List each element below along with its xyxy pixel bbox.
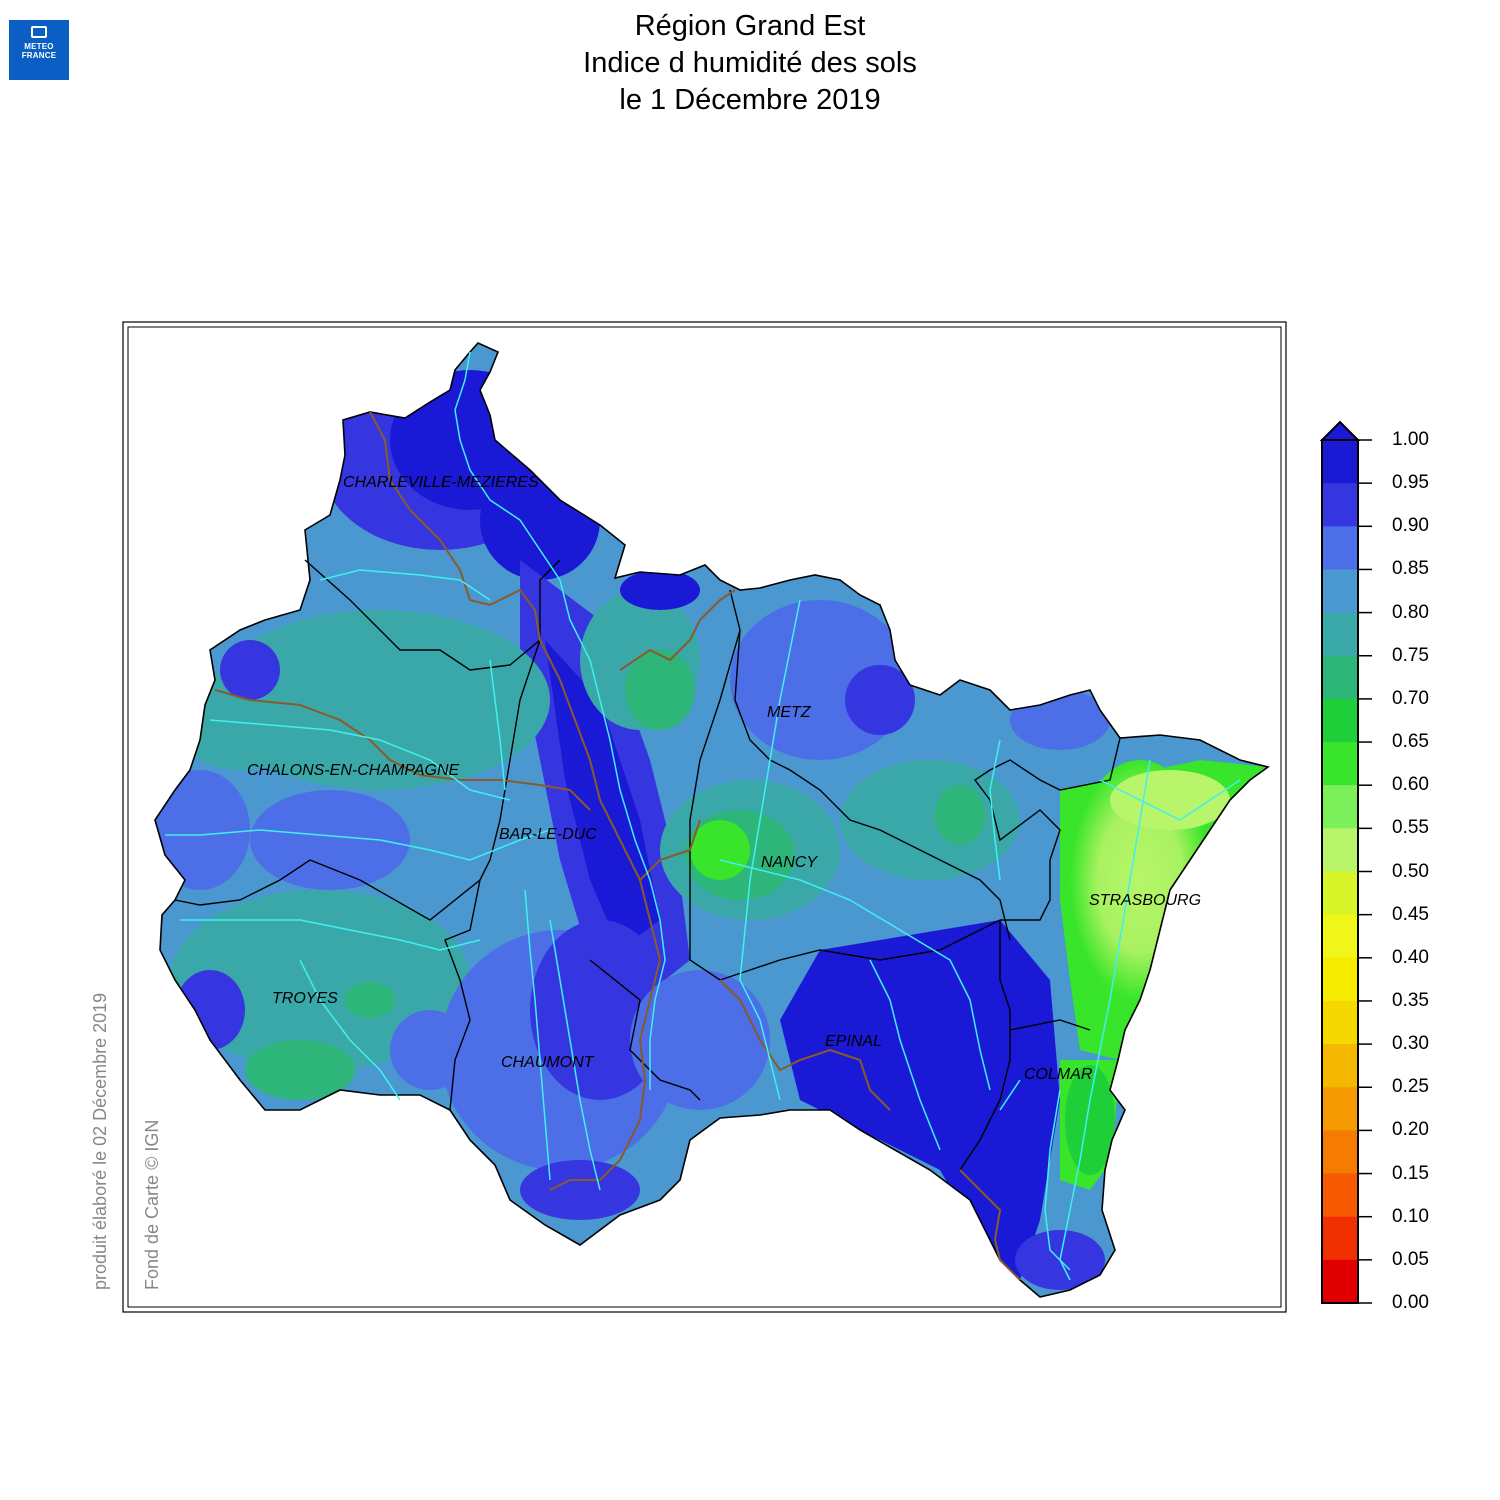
legend-tick-label: 0.10 xyxy=(1392,1205,1429,1227)
legend-tick-label: 0.30 xyxy=(1392,1033,1429,1055)
legend-tick-label: 0.70 xyxy=(1392,687,1429,709)
map-frame-outer xyxy=(122,321,1287,1313)
city-label: CHAUMONT xyxy=(501,1054,594,1071)
city-label: CHARLEVILLE-MEZIERES xyxy=(343,474,539,491)
department-borders xyxy=(174,559,1121,1171)
legend-tick-label: 0.05 xyxy=(1392,1248,1429,1270)
legend-swatch xyxy=(1322,1130,1358,1175)
legend-swatch xyxy=(1322,871,1358,916)
watershed-lines xyxy=(214,411,1021,1281)
rivers xyxy=(165,351,1241,1281)
legend-tick-label: 0.95 xyxy=(1392,472,1429,494)
legend-tick-label: 1.00 xyxy=(1392,429,1429,450)
legend-swatch xyxy=(1322,914,1358,959)
legend-tick-label: 0.80 xyxy=(1392,601,1429,623)
legend-tick-label: 0.50 xyxy=(1392,860,1429,882)
logo-text: METEO FRANCE xyxy=(21,42,57,60)
legend-swatch xyxy=(1322,1000,1358,1045)
city-label: COLMAR xyxy=(1024,1066,1093,1083)
legend-tick-label: 0.40 xyxy=(1392,946,1429,968)
legend-swatch xyxy=(1322,483,1358,527)
legend-tick-label: 0.65 xyxy=(1392,731,1429,753)
city-label: BAR-LE-DUC xyxy=(499,826,597,843)
legend-overflow-triangle xyxy=(1319,420,1361,441)
legend-tick-label: 0.25 xyxy=(1392,1076,1429,1098)
legend-tick-label: 0.85 xyxy=(1392,558,1429,580)
legend-swatch xyxy=(1322,742,1358,786)
legend-swatch xyxy=(1322,1259,1358,1304)
legend-swatch xyxy=(1322,612,1358,657)
meteo-france-logo: METEO FRANCE xyxy=(9,20,69,80)
city-label: TROYES xyxy=(272,990,338,1007)
title-indicator: Indice d humidité des sols xyxy=(583,47,917,79)
production-credit: produit élaboré le 02 Décembre 2019 xyxy=(90,992,110,1290)
legend-tick-label: 0.90 xyxy=(1392,515,1429,537)
legend-tick-label: 0.55 xyxy=(1392,817,1429,839)
legend-swatch xyxy=(1322,1173,1358,1218)
legend-swatch xyxy=(1322,698,1358,743)
city-label: EPINAL xyxy=(825,1033,882,1050)
city-label: CHALONS-EN-CHAMPAGNE xyxy=(247,762,460,779)
legend-swatch xyxy=(1322,569,1358,614)
legend-swatch xyxy=(1322,526,1358,570)
legend-tick-label: 0.20 xyxy=(1392,1119,1429,1141)
legend-tick-label: 0.35 xyxy=(1392,989,1429,1011)
legend-swatch xyxy=(1322,1216,1358,1261)
map-title: Région Grand Est Indice d humidité des s… xyxy=(0,8,1500,119)
title-date: le 1 Décembre 2019 xyxy=(619,84,881,116)
basemap-credit: Fond de Carte © IGN xyxy=(142,1119,162,1290)
legend-swatch xyxy=(1322,785,1358,829)
legend-tick-label: 0.15 xyxy=(1392,1162,1429,1184)
legend-swatch xyxy=(1322,957,1358,1002)
city-label: NANCY xyxy=(761,854,818,871)
legend-swatch xyxy=(1322,655,1358,700)
city-label: STRASBOURG xyxy=(1089,892,1202,909)
legend-tick-label: 0.75 xyxy=(1392,644,1429,666)
legend-tick-label: 0.45 xyxy=(1392,903,1429,925)
legend-swatch xyxy=(1322,1044,1358,1088)
map-frame-inner xyxy=(127,326,1282,1308)
legend-tick-label: 0.60 xyxy=(1392,774,1429,796)
legend-tick-label: 0.00 xyxy=(1392,1292,1429,1313)
city-label: METZ xyxy=(767,704,811,721)
legend-swatch xyxy=(1322,828,1358,872)
logo-icon xyxy=(31,26,47,38)
legend-swatch xyxy=(1322,440,1358,484)
title-region: Région Grand Est xyxy=(634,10,866,42)
legend-swatch xyxy=(1322,1087,1358,1131)
